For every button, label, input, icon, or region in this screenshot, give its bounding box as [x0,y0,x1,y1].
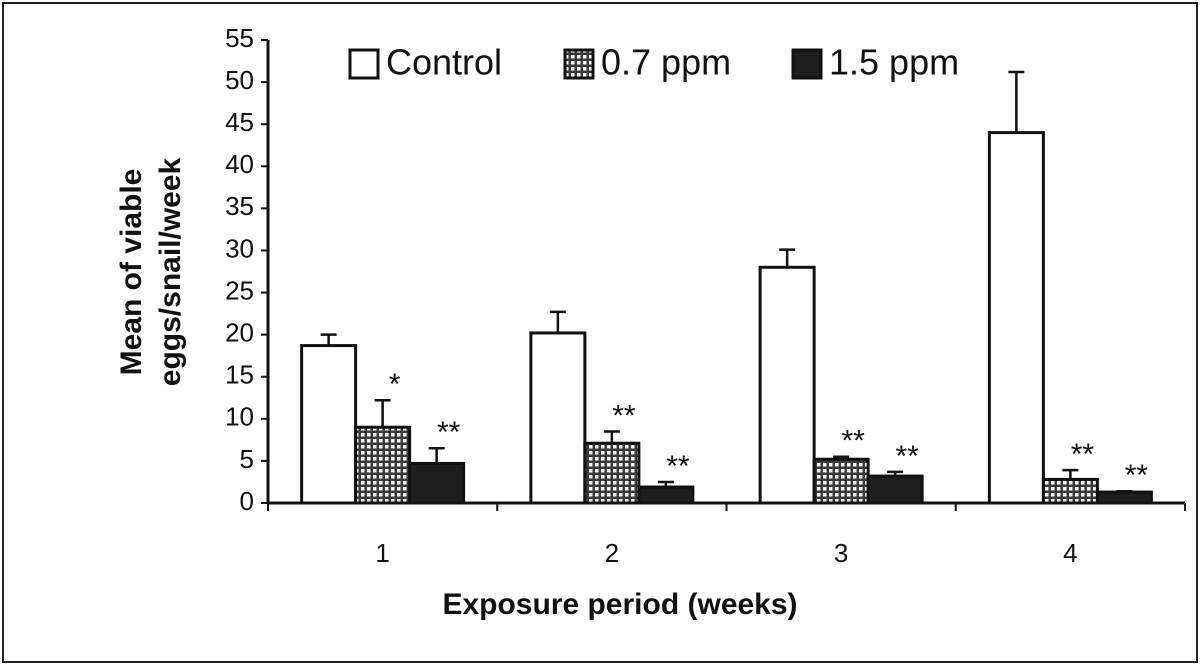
bar [300,344,358,505]
x-tick-label: 2 [605,538,619,568]
y-tick-label: 15 [225,360,254,390]
y-tick-label: 25 [225,275,254,305]
y-tick-label: 30 [225,233,254,263]
significance-label: ** [841,425,865,458]
error-bar [549,310,566,333]
y-tick-label: 35 [225,191,254,221]
significance-label: ** [666,450,690,483]
bar [408,461,466,505]
y-tick-label: 5 [240,444,254,474]
y-axis-title: Mean of viable [115,169,148,376]
bar [354,425,412,505]
x-tick-label: 1 [375,538,389,568]
legend-swatch [348,48,380,80]
y-tick-label: 40 [225,149,254,179]
bar [758,265,816,505]
y-tick-label: 55 [225,23,254,53]
x-axis-title: Exposure period (weeks) [442,588,797,621]
y-tick-label: 0 [240,486,254,516]
y-tick-label: 10 [225,402,254,432]
y-tick-label: 45 [225,107,254,137]
bar [812,457,870,505]
error-bar [779,248,796,268]
legend-swatch [791,48,823,80]
x-tick-label: 3 [834,538,848,568]
bar [529,331,587,505]
y-tick-label: 20 [225,318,254,348]
y-axis-title: eggs/snail/week [154,157,187,386]
significance-label: ** [1071,438,1095,471]
significance-label: ** [437,416,461,449]
error-bar [1116,489,1133,493]
bar [866,474,924,505]
error-bar [428,447,445,464]
bar [987,131,1045,505]
legend-swatch [563,48,595,80]
significance-label: ** [1125,459,1149,492]
bar [1095,490,1153,505]
y-tick-label: 50 [225,65,254,95]
bar [1041,477,1099,505]
error-bar [320,333,337,346]
error-bar [887,470,904,477]
error-bar [1008,70,1025,133]
error-bar [603,430,620,444]
significance-label: * [389,368,401,401]
bar [583,441,641,505]
legend-label: 1.5 ppm [829,42,959,83]
error-bar [374,399,391,428]
error-bar [657,480,674,488]
error-bar [833,455,850,460]
significance-label: ** [612,399,636,432]
significance-label: ** [895,440,919,473]
legend-label: 0.7 ppm [601,42,731,83]
bar [637,485,695,505]
legend-label: Control [386,42,502,83]
x-tick-label: 4 [1063,538,1077,568]
error-bar [1062,468,1079,480]
